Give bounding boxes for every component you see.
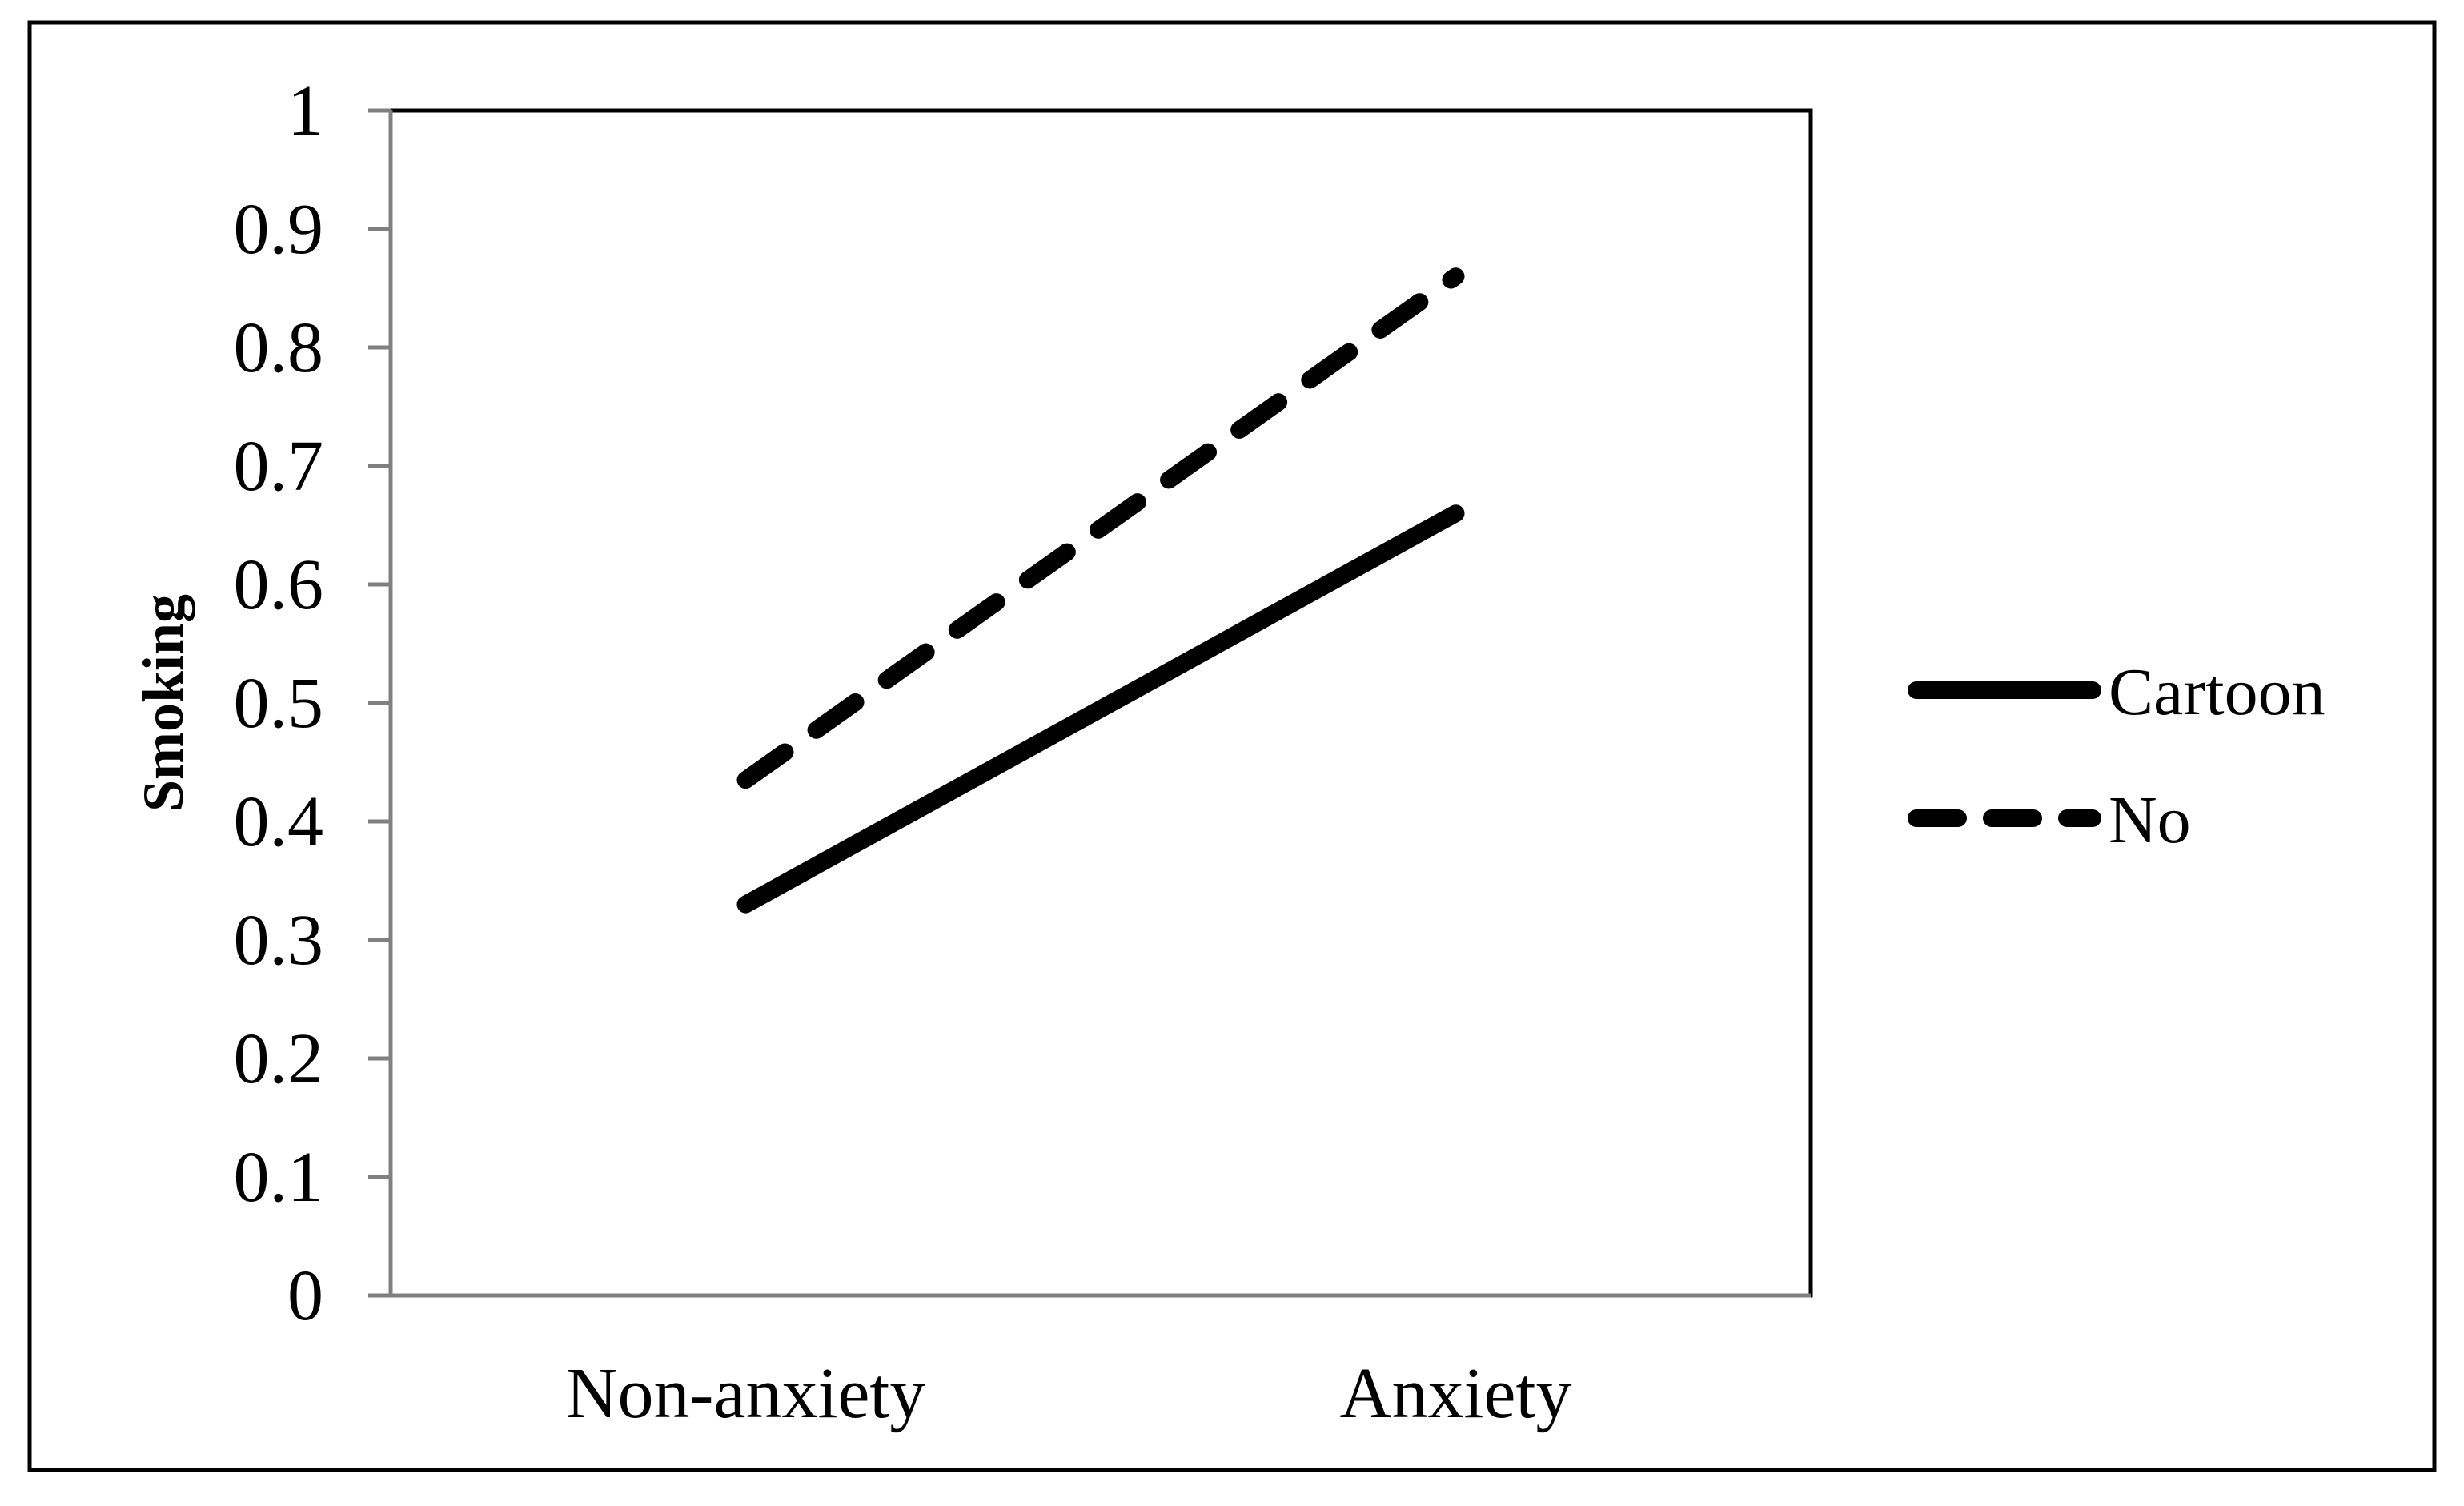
y-axis-title: Smoking (131, 594, 195, 812)
y-tick-label: 0.6 (234, 545, 324, 624)
y-tick-label: 0 (287, 1256, 323, 1335)
series-line-no (736, 267, 1465, 789)
y-tick-label: 0.9 (234, 190, 324, 269)
x-axis-labels: Non-anxiety Anxiety (566, 1354, 1572, 1433)
y-tick-label: 0.3 (234, 901, 324, 980)
legend: Cartoon No (1908, 655, 2326, 857)
y-tick-label: 0.4 (234, 782, 324, 861)
legend-label: Cartoon (2109, 655, 2326, 729)
y-tick-label: 1 (287, 71, 323, 151)
y-axis-ticks: 0 0.1 0.2 0.3 0.4 0.5 0.6 0.7 0.8 0.9 1 (234, 71, 391, 1335)
y-tick-label: 0.8 (234, 308, 324, 388)
x-tick-label: Non-anxiety (566, 1354, 926, 1433)
x-tick-label: Anxiety (1340, 1354, 1572, 1433)
series-lines (736, 267, 1465, 914)
y-tick-label: 0.1 (234, 1138, 324, 1217)
legend-label: No (2109, 783, 2191, 857)
y-tick-label: 0.7 (234, 427, 324, 506)
y-tick-label: 0.5 (234, 664, 324, 743)
y-tick-label: 0.2 (234, 1019, 324, 1098)
series-line-cartoon (736, 504, 1465, 914)
